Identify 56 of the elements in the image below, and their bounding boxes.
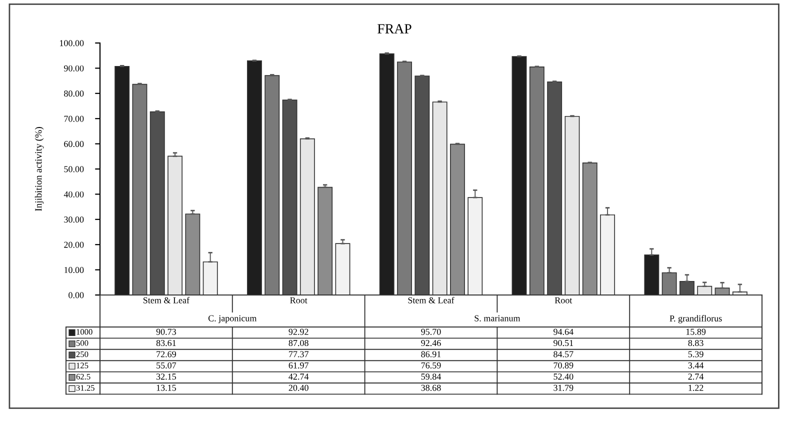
data-label: 70.89 [554, 362, 574, 368]
data-label: 92.46 [421, 340, 441, 346]
y-tick-label: 0.00 [68, 292, 84, 298]
data-label: 94.64 [554, 328, 574, 335]
data-label: 76.59 [421, 362, 441, 368]
data-label: 90.51 [554, 340, 574, 346]
data-label: 55.07 [156, 362, 176, 368]
x-tick-label: Root [290, 297, 308, 304]
text: C. japonicum [208, 315, 257, 324]
y-tick-label: 20.00 [64, 242, 84, 248]
data-label: 86.91 [421, 351, 441, 358]
x-tick-label: Stem & Leaf [143, 296, 190, 304]
data-label: 1.22 [688, 384, 704, 391]
text: S. marianum [474, 315, 520, 322]
data-label: 95.70 [421, 328, 441, 335]
data-label: 77.37 [289, 351, 308, 358]
x-tick-label: Stem & Leaf [408, 296, 454, 304]
y-tick-label: 30.00 [64, 216, 84, 223]
data-label: 38.68 [421, 384, 441, 391]
legend-label: 31.25 [76, 385, 94, 391]
y-tick-label: 40.00 [64, 191, 84, 198]
data-label: 20.40 [288, 384, 308, 391]
legend-label: 62.5 [76, 374, 90, 380]
data-label: 92.92 [288, 328, 308, 335]
y-tick-label: 80.00 [64, 90, 84, 97]
y-tick-label: 60.00 [64, 140, 84, 148]
y-axis-title: Injibition activity (%) [34, 127, 44, 212]
data-label: 3.44 [688, 362, 704, 368]
text: P. grandiflorus [670, 315, 722, 324]
legend-label: 125 [76, 362, 88, 368]
y-tick-label: 50.00 [64, 166, 84, 172]
legend-label: 1000 [76, 329, 92, 335]
data-label: 61.97 [288, 362, 308, 368]
data-label: 87.08 [288, 340, 308, 346]
data-label: 32.15 [156, 374, 176, 380]
data-label: 15.89 [686, 328, 706, 335]
data-label: 83.61 [156, 340, 176, 346]
data-label: 42.74 [288, 374, 309, 380]
data-label: 2.74 [688, 374, 704, 380]
legend-label: 250 [76, 351, 88, 358]
y-tick-label: 10.00 [64, 266, 84, 274]
x-tick-label: Root [554, 297, 572, 304]
y-tick-label: 90.00 [64, 65, 84, 72]
data-label: 8.83 [688, 340, 704, 346]
legend-label: 500 [76, 340, 88, 346]
data-label: 5.39 [688, 351, 704, 358]
y-tick-label: 100.00 [60, 40, 84, 46]
y-tick-label: 70.00 [64, 116, 84, 122]
data-label: 13.15 [156, 384, 176, 391]
data-label: 90.73 [156, 328, 176, 335]
data-label: 59.84 [421, 374, 442, 380]
data-label: 52.40 [554, 374, 574, 380]
data-label: 72.69 [156, 351, 176, 358]
data-label: 84.57 [554, 351, 574, 358]
chart-title: FRAP [378, 24, 412, 34]
data-label: 31.79 [554, 384, 574, 391]
